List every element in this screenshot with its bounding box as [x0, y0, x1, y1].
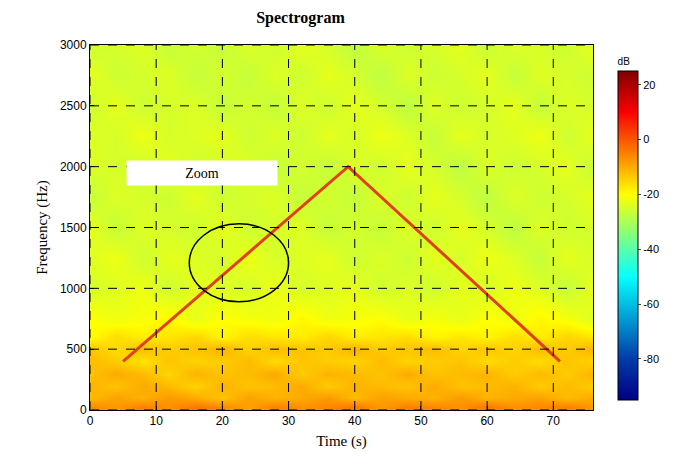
svg-text:20: 20 — [643, 79, 655, 91]
svg-text:Frequency (Hz): Frequency (Hz) — [34, 180, 51, 275]
svg-text:2500: 2500 — [60, 99, 87, 113]
svg-text:dB: dB — [618, 56, 631, 67]
svg-text:70: 70 — [547, 414, 561, 428]
svg-text:40: 40 — [348, 414, 362, 428]
svg-text:60: 60 — [480, 414, 494, 428]
svg-text:Spectrogram: Spectrogram — [256, 9, 345, 27]
svg-text:2000: 2000 — [60, 160, 87, 174]
svg-text:50: 50 — [414, 414, 428, 428]
svg-text:20: 20 — [216, 414, 230, 428]
svg-text:-80: -80 — [643, 353, 659, 365]
svg-text:30: 30 — [282, 414, 296, 428]
svg-text:Zoom: Zoom — [185, 166, 219, 181]
svg-text:Time (s): Time (s) — [316, 433, 367, 450]
svg-text:-20: -20 — [643, 188, 659, 200]
svg-text:500: 500 — [67, 342, 87, 356]
svg-text:3000: 3000 — [60, 38, 87, 52]
svg-text:1500: 1500 — [60, 221, 87, 235]
svg-text:10: 10 — [150, 414, 164, 428]
svg-text:0: 0 — [80, 403, 87, 417]
svg-text:-40: -40 — [643, 243, 659, 255]
svg-text:0: 0 — [87, 414, 94, 428]
svg-text:1000: 1000 — [60, 282, 87, 296]
svg-text:-60: -60 — [643, 298, 659, 310]
svg-text:0: 0 — [643, 133, 649, 145]
